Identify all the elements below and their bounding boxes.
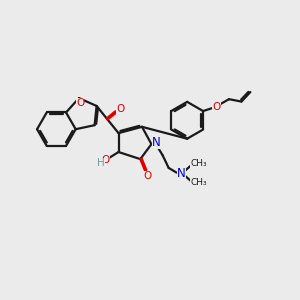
Text: CH₃: CH₃ bbox=[190, 178, 207, 187]
Text: H: H bbox=[97, 158, 105, 168]
Text: O: O bbox=[143, 171, 151, 181]
Text: O: O bbox=[212, 102, 220, 112]
Text: CH₃: CH₃ bbox=[190, 159, 207, 168]
Text: O: O bbox=[116, 104, 124, 114]
Text: O: O bbox=[76, 98, 84, 108]
Text: O: O bbox=[101, 155, 110, 165]
Text: N: N bbox=[177, 167, 186, 180]
Text: N: N bbox=[152, 136, 161, 149]
